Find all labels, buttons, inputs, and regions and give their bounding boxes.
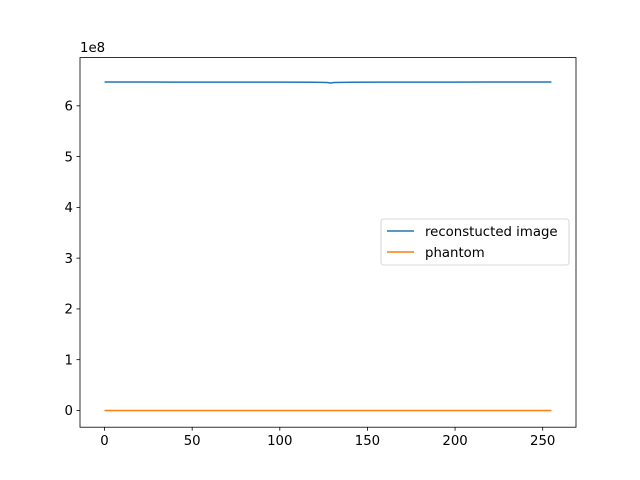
x-tick-label: 150 (355, 434, 380, 449)
y-tick-label: 2 (65, 303, 73, 318)
y-tick-label: 4 (65, 201, 73, 216)
x-tick-label: 0 (100, 434, 108, 449)
y-tick-label: 6 (65, 100, 73, 115)
x-tick-label: 250 (530, 434, 555, 449)
x-tick-label: 100 (267, 434, 292, 449)
legend-label-1: phantom (425, 246, 485, 261)
y-tick-label: 0 (65, 404, 73, 419)
y-tick-label: 3 (65, 252, 73, 267)
plot-lines (104, 81, 552, 412)
x-axis: 0 50 100 150 200 250 (100, 427, 555, 449)
legend: reconstucted image phantom (380, 218, 570, 266)
series-line-0 (104, 81, 552, 84)
legend-label-0: reconstucted image (425, 225, 558, 240)
x-tick-label: 50 (184, 434, 201, 449)
y-tick-label: 1 (65, 353, 73, 368)
x-tick-label: 200 (442, 434, 467, 449)
axes-frame (79, 57, 577, 428)
legend-box (380, 218, 570, 266)
y-tick-label: 5 (65, 150, 73, 165)
y-axis-scale-label: 1e8 (80, 41, 105, 56)
y-axis: 0 1 2 3 4 5 6 (65, 100, 80, 419)
